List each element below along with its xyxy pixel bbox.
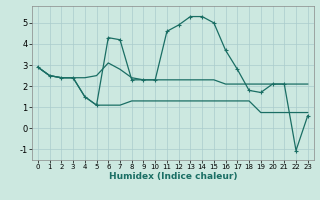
X-axis label: Humidex (Indice chaleur): Humidex (Indice chaleur): [108, 172, 237, 181]
